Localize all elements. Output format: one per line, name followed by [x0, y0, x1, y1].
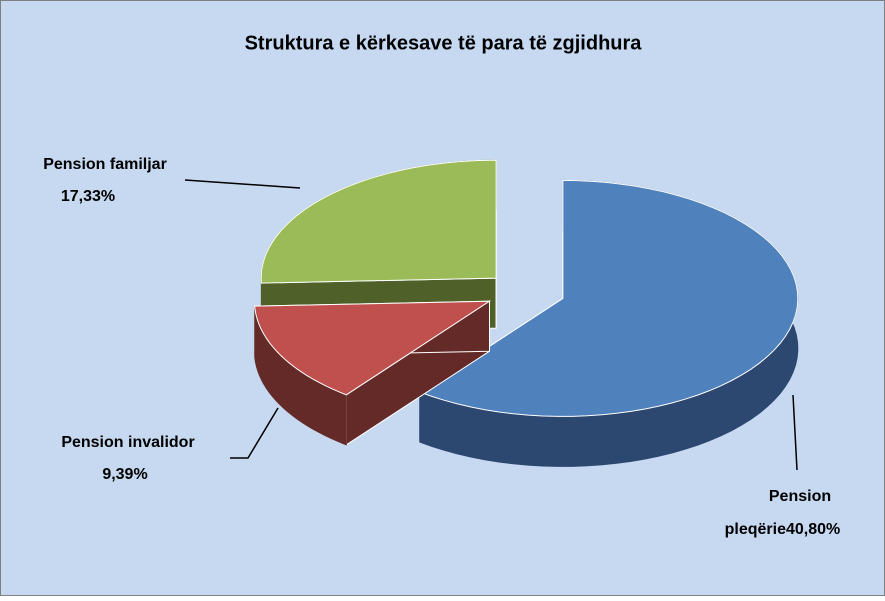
pie-slice — [254, 300, 492, 396]
category-label-line: Pension — [769, 488, 831, 505]
category-label-line: pleqërie — [725, 521, 786, 538]
leader-line — [230, 407, 279, 459]
value-label: 40,80% — [786, 521, 840, 538]
pie-slice — [418, 179, 799, 417]
pie-slice — [260, 159, 497, 284]
value-label: 9,39% — [102, 466, 147, 483]
labels: Pension pleqërie 40,80% Pension invalidor 9,… — [43, 156, 840, 538]
leader-line — [792, 394, 798, 471]
category-label: Pension invalidor — [61, 434, 194, 451]
value-label: 17,33% — [61, 188, 115, 205]
category-label: Pension familjar — [43, 156, 167, 173]
pie — [254, 159, 799, 467]
leader-line — [184, 179, 301, 189]
category-label: Pension pleqërie — [725, 488, 831, 538]
chart-title: Struktura e kërkesave të para të zgjidhu… — [245, 32, 643, 54]
